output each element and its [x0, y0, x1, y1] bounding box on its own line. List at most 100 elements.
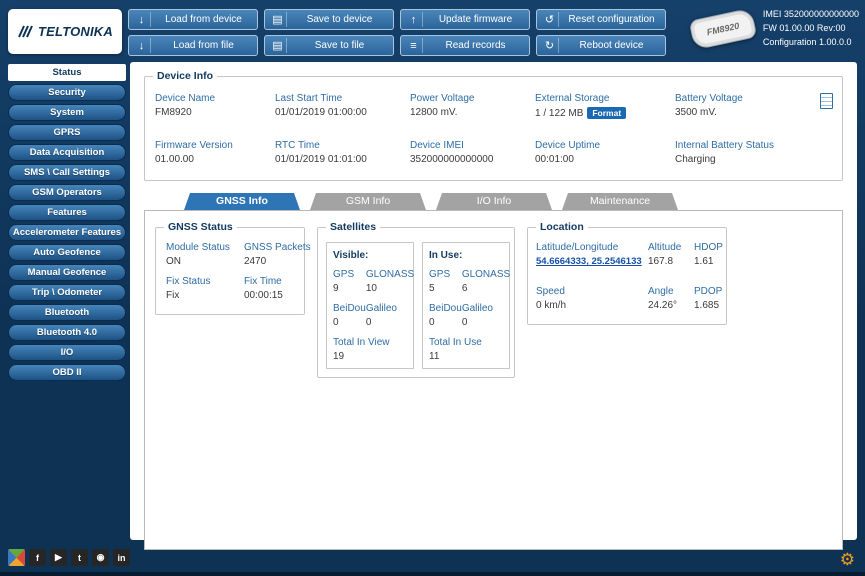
field-label: Internal Battery Status: [675, 140, 774, 151]
sidebar-item-obd-ii[interactable]: OBD II: [8, 364, 126, 381]
reboot-device-button[interactable]: ↻ Reboot device: [536, 35, 666, 56]
field-label: Last Start Time: [275, 93, 343, 104]
linkedin-icon[interactable]: in: [113, 549, 130, 566]
altitude-field: Altitude 167.8: [648, 242, 692, 267]
button-label: Reboot device: [579, 40, 644, 51]
sidebar-item-bluetooth[interactable]: Bluetooth: [8, 304, 126, 321]
sidebar: Status Security System GPRS Data Acquisi…: [8, 64, 126, 381]
device-config-text: Configuration 1.00.0.0: [762, 36, 852, 47]
field-value: 00:01:00: [535, 154, 574, 165]
teltonika-web-icon[interactable]: [8, 549, 25, 566]
field-label: Device Uptime: [535, 140, 601, 151]
field-label: Fix Status: [166, 276, 211, 287]
records-icon: ≡: [405, 38, 423, 53]
battery-voltage-field: Battery Voltage 3500 mV.: [675, 93, 820, 118]
sidebar-item-status[interactable]: Status: [8, 64, 126, 81]
format-button[interactable]: Format: [587, 107, 627, 119]
last-start-time-field: Last Start Time 01/01/2019 01:00:00: [275, 93, 410, 118]
instagram-icon[interactable]: ◉: [92, 549, 109, 566]
social-links: f ▶ t ◉ in: [8, 549, 130, 566]
beidou-value: 0: [333, 317, 339, 328]
gps-label: GPS: [333, 269, 355, 280]
field-label: Speed: [536, 286, 565, 297]
device-image: FM8920: [688, 7, 758, 51]
device-info-group: Device Info Device Name FM8920 Last Star…: [144, 70, 843, 181]
speed-field: Speed 0 km/h: [536, 286, 646, 311]
sidebar-item-trip-odometer[interactable]: Trip \ Odometer: [8, 284, 126, 301]
field-label: Altitude: [648, 242, 682, 253]
total-in-view-value: 19: [333, 351, 345, 362]
tab-io-info[interactable]: I/O Info: [436, 193, 552, 210]
upload-icon: ↑: [405, 12, 423, 27]
fix-status-field: Fix Status Fix: [166, 276, 230, 301]
logo-text: TELTONIKA: [38, 24, 113, 39]
sidebar-item-data-acquisition[interactable]: Data Acquisition: [8, 144, 126, 161]
load-from-file-button[interactable]: ↓ Load from file: [128, 35, 258, 56]
settings-gear-icon[interactable]: ⚙: [839, 550, 855, 569]
sidebar-item-gprs[interactable]: GPRS: [8, 124, 126, 141]
save-to-file-button[interactable]: ▤ Save to file: [264, 35, 394, 56]
field-value: 00:00:15: [243, 290, 283, 301]
field-value: 01/01/2019 01:00:00: [275, 107, 367, 118]
glonass-label: GLONASS: [365, 269, 415, 280]
field-label: PDOP: [694, 286, 723, 297]
sidebar-item-manual-geofence[interactable]: Manual Geofence: [8, 264, 126, 281]
twitter-icon[interactable]: t: [71, 549, 88, 566]
read-records-button[interactable]: ≡ Read records: [400, 35, 530, 56]
file-load-icon: ↓: [133, 38, 151, 53]
box-title: In Use:: [429, 250, 463, 261]
button-label: Update firmware: [438, 14, 513, 25]
sidebar-item-security[interactable]: Security: [8, 84, 126, 101]
sidebar-item-bluetooth-4-0[interactable]: Bluetooth 4.0: [8, 324, 126, 341]
button-label: Read records: [445, 40, 506, 51]
tab-gsm-info[interactable]: GSM Info: [310, 193, 426, 210]
sidebar-item-auto-geofence[interactable]: Auto Geofence: [8, 244, 126, 261]
storage-value: 1 / 122 MB: [535, 108, 584, 119]
beidou-label: BeiDou: [333, 303, 366, 314]
load-from-device-button[interactable]: ↓ Load from device: [128, 9, 258, 30]
tab-gnss-info[interactable]: GNSS Info: [184, 193, 300, 210]
download-icon: ↓: [133, 12, 151, 27]
document-icon[interactable]: [820, 93, 833, 109]
sidebar-item-gsm-operators[interactable]: GSM Operators: [8, 184, 126, 201]
coordinates-link[interactable]: 54.6664333, 25.2546133: [536, 256, 642, 267]
field-label: GNSS Packets: [243, 242, 311, 253]
sidebar-item-io[interactable]: I/O: [8, 344, 126, 361]
sidebar-item-sms-call-settings[interactable]: SMS \ Call Settings: [8, 164, 126, 181]
group-title: Location: [536, 221, 588, 233]
gps-value: 9: [333, 283, 339, 294]
module-status-field: Module Status ON: [166, 242, 230, 267]
field-value: Charging: [675, 154, 716, 165]
bottom-strip: [0, 572, 865, 576]
button-label: Save to device: [306, 14, 373, 25]
tab-maintenance[interactable]: Maintenance: [562, 193, 678, 210]
facebook-icon[interactable]: f: [29, 549, 46, 566]
reset-icon: ↺: [541, 12, 559, 27]
sidebar-item-system[interactable]: System: [8, 104, 126, 121]
gps-label: GPS: [429, 269, 451, 280]
youtube-icon[interactable]: ▶: [50, 549, 67, 566]
total-in-use-value: 11: [429, 351, 440, 362]
toolbar: ↓ Load from device ▤ Save to device ↑ Up…: [128, 9, 666, 56]
group-title: Satellites: [326, 221, 381, 233]
hdop-field: HDOP 1.61: [694, 242, 726, 267]
save-to-device-button[interactable]: ▤ Save to device: [264, 9, 394, 30]
field-label: Power Voltage: [410, 93, 475, 104]
field-label: Battery Voltage: [675, 93, 743, 104]
satellites-group: Satellites Visible: GPS GLONASS 9 10 Bei…: [317, 221, 515, 378]
field-label: Angle: [648, 286, 674, 297]
field-label: Device IMEI: [410, 140, 464, 151]
field-value: 167.8: [648, 256, 674, 267]
field-value: 12800 mV.: [410, 107, 458, 118]
update-firmware-button[interactable]: ↑ Update firmware: [400, 9, 530, 30]
reset-configuration-button[interactable]: ↺ Reset configuration: [536, 9, 666, 30]
gnss-packets-field: GNSS Packets 2470: [244, 242, 311, 267]
field-label: External Storage: [535, 93, 610, 104]
save-icon: ▤: [269, 12, 287, 27]
gnss-status-group: GNSS Status Module Status ON GNSS Packet…: [155, 221, 311, 315]
sidebar-item-features[interactable]: Features: [8, 204, 126, 221]
reboot-icon: ↻: [541, 38, 559, 53]
field-value: 352000000000000: [410, 154, 494, 165]
sidebar-item-accelerometer-features[interactable]: Accelerometer Features: [8, 224, 126, 241]
